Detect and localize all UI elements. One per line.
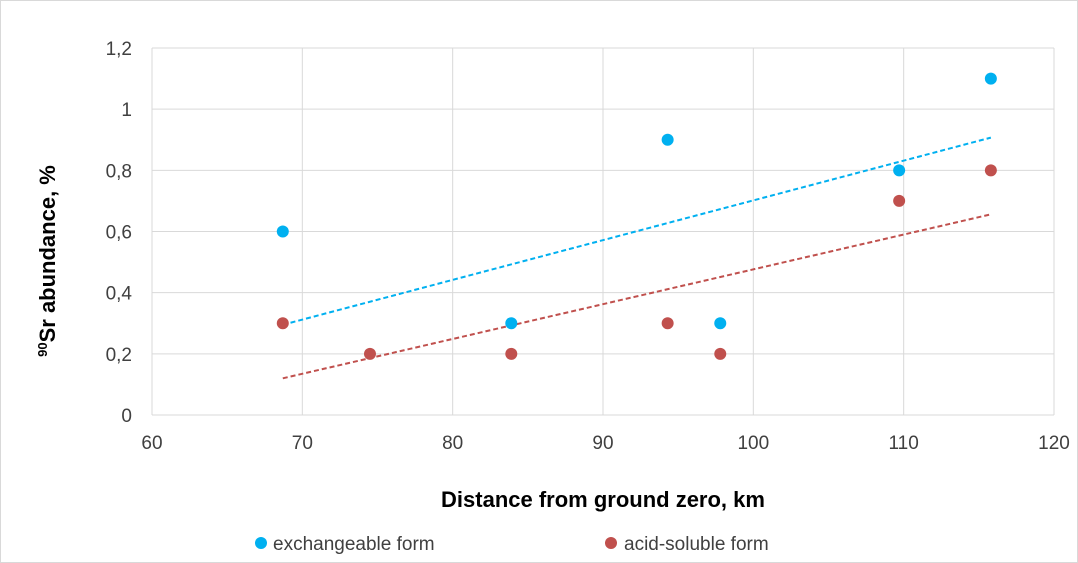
y-tick-label: 0 <box>121 406 132 427</box>
legend-label-exchangeable: exchangeable form <box>273 534 435 555</box>
legend-marker-acid-soluble <box>605 537 617 549</box>
x-tick-label: 100 <box>737 433 769 454</box>
horizontal-gridlines <box>152 47 1054 416</box>
data-point-acid-soluble <box>505 347 518 360</box>
legend: exchangeable form acid-soluble form <box>255 534 769 555</box>
data-point-acid-soluble <box>276 317 289 330</box>
data-point-exchangeable <box>661 133 674 146</box>
y-axis-title-superscript: 90 <box>35 342 50 356</box>
trendline-acid-soluble <box>282 213 992 380</box>
data-point-exchangeable <box>276 225 289 238</box>
y-axis-tick-labels: 0 0,2 0,4 0,6 0,8 1 1,2 <box>106 39 133 427</box>
data-point-exchangeable <box>893 164 906 177</box>
data-point-acid-soluble <box>984 164 997 177</box>
y-tick-label: 1 <box>121 100 132 121</box>
x-tick-label: 70 <box>292 433 313 454</box>
x-tick-label: 90 <box>592 433 613 454</box>
y-tick-label: 0,2 <box>106 345 132 366</box>
legend-label-acid-soluble: acid-soluble form <box>624 534 769 555</box>
x-tick-label: 80 <box>442 433 463 454</box>
y-tick-label: 0,8 <box>106 161 132 182</box>
data-point-acid-soluble <box>661 317 674 330</box>
x-axis-tick-labels: 60 70 80 90 100 110 120 <box>141 433 1069 454</box>
legend-entry-acid-soluble: acid-soluble form <box>605 534 769 555</box>
y-axis-title-text: Sr abundance, % <box>35 165 60 342</box>
data-point-acid-soluble <box>363 347 376 360</box>
x-tick-label: 60 <box>141 433 162 454</box>
y-axis-title: 90Sr abundance, % <box>35 165 60 357</box>
y-tick-label: 0,4 <box>106 284 133 305</box>
legend-entry-exchangeable: exchangeable form <box>255 534 435 555</box>
x-tick-label: 110 <box>889 433 919 454</box>
data-point-exchangeable <box>505 317 518 330</box>
data-point-acid-soluble <box>893 194 906 207</box>
x-tick-label: 120 <box>1038 433 1070 454</box>
data-points <box>276 72 997 360</box>
data-point-exchangeable <box>714 317 727 330</box>
trendlines <box>282 136 992 380</box>
x-axis-title: Distance from ground zero, km <box>441 487 765 512</box>
data-point-acid-soluble <box>714 347 727 360</box>
y-tick-label: 1,2 <box>106 39 132 60</box>
y-tick-label: 0,6 <box>106 223 132 244</box>
data-point-exchangeable <box>984 72 997 85</box>
trendline-exchangeable <box>282 136 992 326</box>
legend-marker-exchangeable <box>255 537 267 549</box>
